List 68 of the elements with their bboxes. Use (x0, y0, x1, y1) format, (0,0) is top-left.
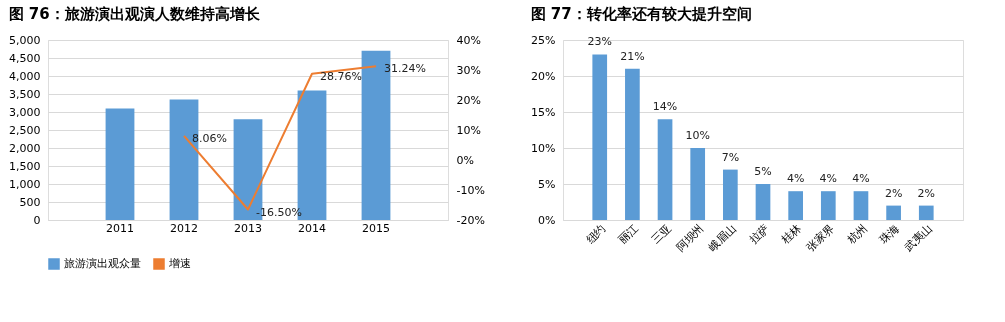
legend-label: 旅游演出观众量 (64, 257, 141, 270)
y2-tick-label: -10% (456, 183, 485, 197)
x-tick-label: 2014 (298, 221, 326, 235)
bar (592, 54, 608, 220)
data-label: 10% (685, 129, 710, 142)
y2-tick-label: 10% (456, 123, 481, 137)
x-tick-label: 2015 (362, 221, 390, 235)
y-tick-label: 3,000 (9, 105, 41, 119)
x-tick-label: 2011 (106, 221, 134, 235)
x-tick-label: 三亚 (648, 221, 674, 247)
bar (723, 169, 738, 220)
bar (788, 191, 803, 220)
y2-tick-label: 40% (456, 33, 481, 47)
bar (886, 205, 901, 220)
y-tick-label: 5,000 (9, 33, 41, 47)
x-tick-label: 纽约 (583, 221, 609, 247)
bar (853, 191, 869, 220)
y2-tick-label: 0% (456, 153, 474, 167)
legend-label: 增速 (168, 257, 191, 270)
y-tick-label: 25% (531, 33, 556, 47)
x-tick-label: 武夷山 (902, 221, 935, 255)
x-tick-label: 张家界 (804, 221, 837, 255)
data-label: 4% (786, 172, 805, 186)
y-tick-label: 1,000 (9, 177, 41, 191)
y-tick-label: 15% (531, 105, 556, 119)
x-tick-label: 峨眉山 (706, 221, 739, 255)
x-tick-label: 杭州 (843, 221, 870, 248)
y-tick-label: 3,500 (9, 87, 41, 101)
y2-tick-label: -20% (456, 213, 485, 227)
y-tick-label: 500 (19, 195, 41, 209)
x-tick-label: 珠海 (877, 221, 903, 247)
bar (657, 119, 673, 220)
y-tick-label: 2,000 (9, 141, 41, 155)
y-tick-label: 0% (538, 213, 556, 227)
data-label: 23% (587, 35, 612, 49)
data-label: 28.76% (320, 69, 362, 83)
bar (918, 205, 934, 220)
data-label: 21% (620, 49, 645, 63)
y-tick-label: 4,000 (9, 69, 41, 83)
y-tick-label: 2,500 (9, 123, 41, 137)
data-label: 2% (917, 186, 935, 200)
data-label: 14% (652, 100, 678, 114)
y-tick-label: 5% (538, 177, 556, 191)
bar (690, 148, 706, 220)
y-tick-label: 10% (531, 141, 556, 155)
x-tick-label: 2013 (234, 221, 262, 235)
chart-title: 图 76：旅游演出观演人数维持高增长 (8, 5, 261, 23)
x-tick-label: 拉萨 (746, 221, 772, 247)
y-tick-label: 0 (33, 213, 41, 227)
data-label: 4% (852, 172, 870, 186)
data-label: 4% (819, 172, 838, 186)
y-tick-label: 20% (531, 69, 556, 83)
y-tick-label: 1,500 (9, 159, 41, 173)
bar (625, 68, 640, 220)
bar (820, 191, 836, 220)
y2-tick-label: 30% (456, 63, 481, 77)
y-tick-label: 4,500 (9, 51, 41, 65)
y2-tick-label: 20% (456, 93, 481, 107)
bar (105, 108, 135, 220)
data-label: 2% (884, 186, 903, 200)
chart-title: 图 77：转化率还有较大提升空间 (530, 5, 752, 23)
x-tick-label: 丽江 (616, 221, 641, 247)
bar (755, 184, 771, 220)
x-tick-label: 阿坝州 (673, 221, 707, 255)
x-tick-label: 2012 (170, 221, 198, 235)
data-label: 7% (721, 150, 740, 164)
data-label: 5% (754, 165, 772, 178)
x-tick-label: 桂林 (778, 221, 805, 248)
